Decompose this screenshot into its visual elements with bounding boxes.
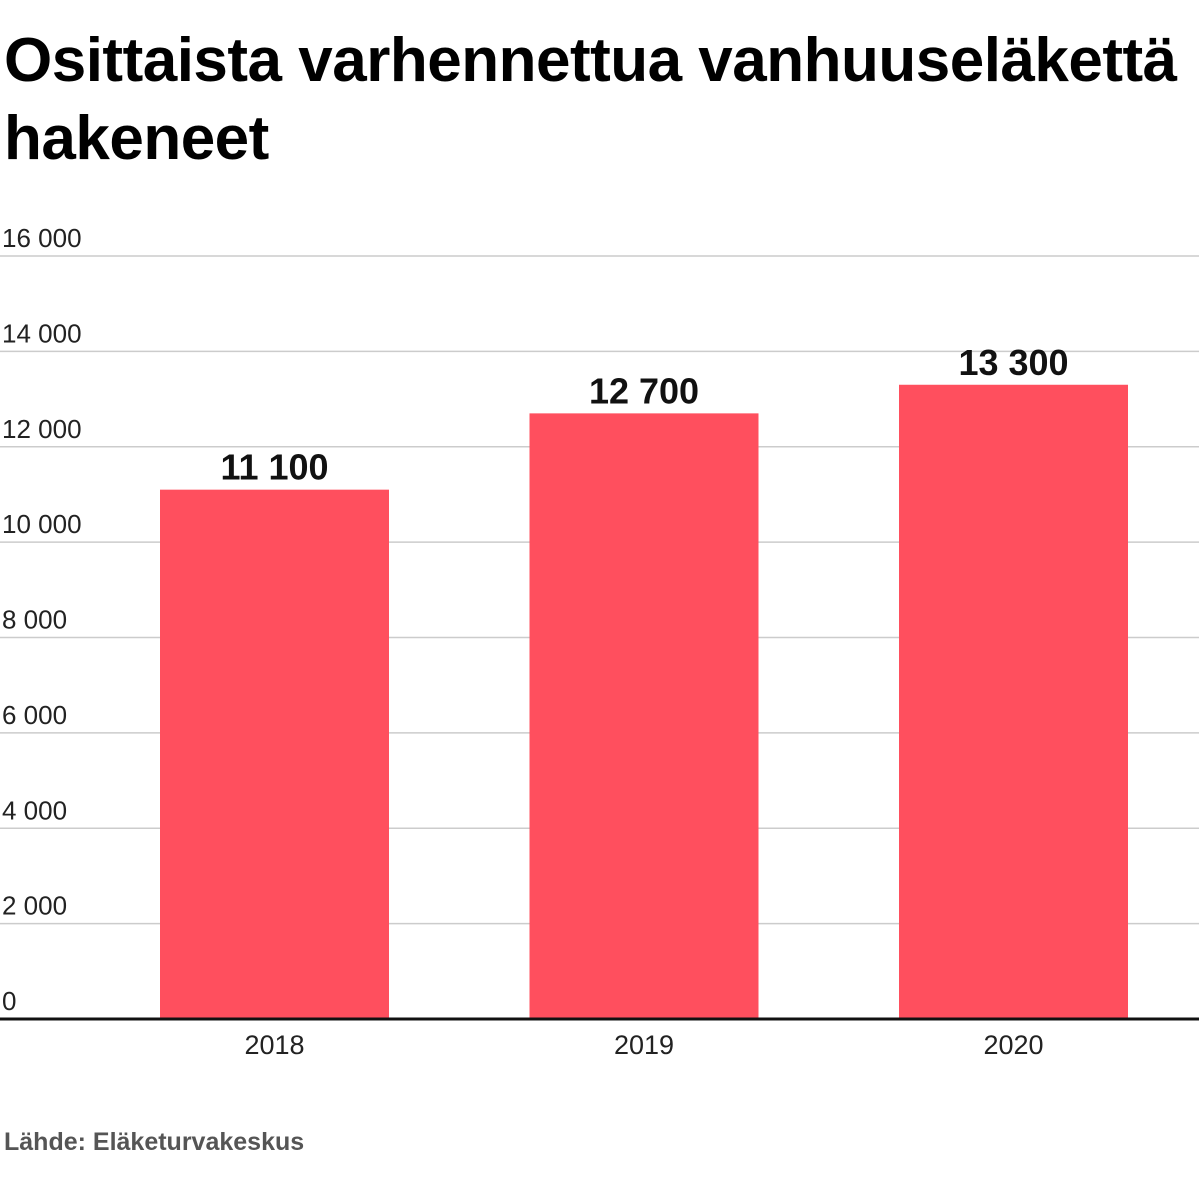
bar-2020 [899, 384, 1128, 1020]
y-tick-label: 10 000 [2, 509, 82, 539]
y-tick-label: 0 [2, 986, 16, 1016]
bars [160, 384, 1128, 1020]
x-tick-label: 2019 [614, 1030, 674, 1060]
y-tick-label: 12 000 [2, 414, 82, 444]
y-tick-label: 8 000 [2, 605, 67, 635]
value-label: 13 300 [958, 342, 1068, 383]
x-axis-ticks: 2018 2019 2020 [244, 1030, 1043, 1060]
bar-2019 [529, 413, 759, 1019]
bar-2018 [160, 489, 389, 1019]
source-note: Lähde: Eläketurvakeskus [4, 1128, 305, 1156]
y-tick-label: 14 000 [2, 318, 82, 348]
y-tick-label: 4 000 [2, 795, 67, 825]
y-tick-label: 6 000 [2, 700, 67, 730]
x-tick-label: 2020 [983, 1030, 1043, 1060]
x-tick-label: 2018 [244, 1030, 304, 1060]
y-axis-ticks: 0 2 000 4 000 6 000 8 000 10 000 12 000 14 000 1… [2, 223, 82, 1016]
value-label: 11 100 [220, 447, 328, 488]
y-tick-label: 16 000 [2, 223, 82, 253]
value-label: 12 700 [589, 370, 699, 411]
chart-title: Osittaista varhennettua vanhuuseläkettä … [4, 26, 1177, 173]
value-labels: 11 100 12 700 13 300 [220, 342, 1068, 488]
y-tick-label: 2 000 [2, 891, 67, 921]
